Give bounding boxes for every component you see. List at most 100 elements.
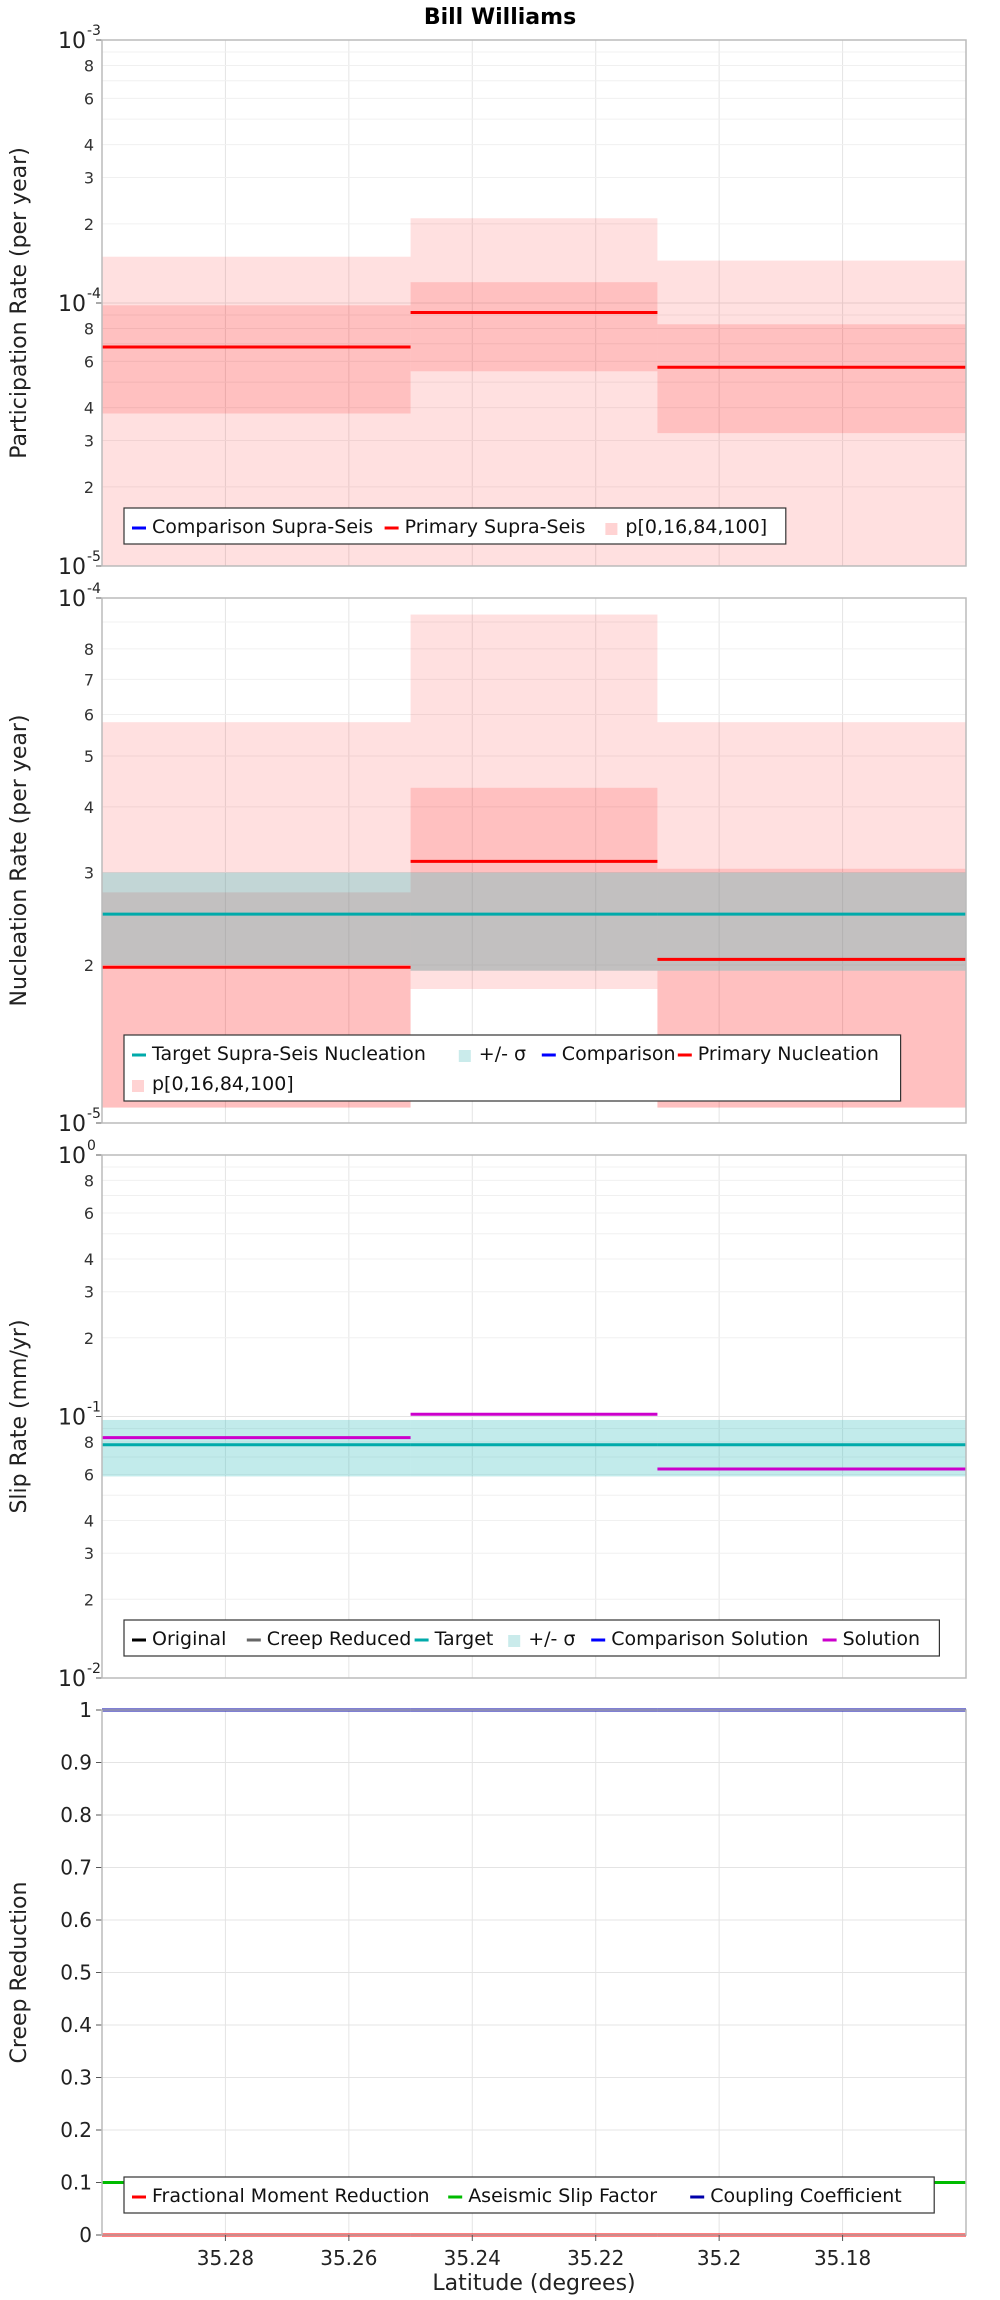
y-tick-label-decade: 10 [58, 555, 86, 580]
x-tick-label: 35.2 [697, 2246, 742, 2270]
y-tick-label-minor: 4 [84, 1250, 94, 1269]
legend-entry: +/- σ [528, 1628, 575, 1650]
band-sigma [410, 1419, 658, 1477]
y-tick-label: 1 [79, 1698, 92, 1722]
legend-box [123, 2176, 935, 2214]
y-tick-label-minor: 8 [84, 56, 94, 75]
plot-frame [101, 39, 967, 567]
legend-swatch [508, 1635, 521, 1647]
legend: Comparison Supra-Seis Primary Supra-Seis p… [123, 507, 787, 545]
band-sigma [102, 1419, 411, 1477]
legend-box [123, 1619, 941, 1657]
band-p16-p84 [410, 282, 658, 372]
y-tick-label-minor: 2 [84, 215, 94, 234]
band-p16-p84 [657, 324, 966, 434]
y-tick-label-minor: 8 [84, 1433, 94, 1452]
y-tick-label-minor: 4 [84, 136, 94, 155]
y-tick-label: 0.4 [60, 2013, 92, 2037]
y-tick-label: 0.1 [60, 2171, 92, 2195]
y-tick-label-minor: 2 [84, 956, 94, 975]
y-tick-label-minor: 3 [84, 169, 94, 188]
legend-entry: Coupling Coefficient [710, 2185, 902, 2207]
y-tick-label-decade: 10 [58, 1112, 86, 1137]
y-tick-label-exponent: -2 [87, 1661, 101, 1677]
x-tick-label: 35.22 [567, 2246, 624, 2270]
y-tick-label-minor: 2 [84, 478, 94, 497]
y-tick-label-minor: 4 [84, 399, 94, 418]
band-p0-p100 [410, 614, 658, 989]
y-tick-label-exponent: -1 [87, 1400, 101, 1416]
x-tick-label: 35.24 [444, 2246, 501, 2270]
x-tick-label: 35.26 [320, 2246, 377, 2270]
band-sigma [102, 872, 411, 965]
legend-entry: +/- σ [479, 1043, 526, 1065]
legend-entry: Target [434, 1628, 494, 1650]
legend-entry: Target Supra-Seis Nucleation [151, 1043, 426, 1065]
legend-entry: p[0,16,84,100] [625, 516, 767, 538]
y-tick-label: 0.3 [60, 2066, 92, 2090]
y-tick-label-minor: 7 [84, 670, 94, 689]
y-tick-label: 0.8 [60, 1803, 92, 1827]
y-tick-label-minor: 3 [84, 864, 94, 883]
y-tick-label-exponent: -4 [87, 286, 101, 302]
y-tick-label-minor: 6 [84, 1466, 94, 1485]
legend-entry: Comparison Supra-Seis [152, 516, 373, 538]
band-p16-p84 [102, 305, 411, 414]
legend-entry: Primary Nucleation [698, 1043, 879, 1065]
y-tick-label: 0.9 [60, 1751, 92, 1775]
legend-entry: Original [152, 1628, 226, 1650]
x-tick-label: 35.28 [197, 2246, 254, 2270]
y-tick-label: 0.5 [60, 1961, 92, 1985]
legend-entry: Primary Supra-Seis [405, 516, 586, 538]
legend: Fractional Moment Reduction Aseismic Slip… [123, 2176, 935, 2214]
y-tick-label-minor: 5 [84, 747, 94, 766]
x-axis-label: Latitude (degrees) [432, 2271, 635, 2296]
legend-entry: Comparison [562, 1043, 676, 1065]
y-axis-label: Creep Reduction [7, 1882, 32, 2064]
y-tick-label-minor: 8 [84, 319, 94, 338]
band-p16-p84 [410, 787, 658, 971]
y-axis-label: Slip Rate (mm/yr) [7, 1319, 32, 1513]
legend-entry: Aseismic Slip Factor [468, 2185, 657, 2207]
panel-4: 0 0.1 0.2 0.3 0.4 0.5 0.6 0.7 0.8 0.9 1 Creep Reduc… [7, 1698, 967, 2270]
legend-box [123, 507, 787, 545]
y-tick-label-decade: 10 [58, 1667, 86, 1692]
y-tick-label-minor: 3 [84, 432, 94, 451]
y-tick-label-exponent: 0 [87, 1138, 96, 1154]
y-tick-label-exponent: -3 [87, 23, 101, 39]
y-tick-label-decade: 10 [58, 29, 86, 54]
y-tick-label: 0.6 [60, 1908, 92, 1932]
legend-box [123, 1034, 902, 1102]
y-tick-label-minor: 3 [84, 1544, 94, 1563]
y-tick-label-minor: 4 [84, 1512, 94, 1531]
legend-entry: Solution [843, 1628, 920, 1650]
y-tick-label-decade: 10 [58, 1406, 86, 1431]
y-tick-label-minor: 8 [84, 1171, 94, 1190]
y-tick-label-decade: 10 [58, 1144, 86, 1169]
y-axis-label: Nucleation Rate (per year) [7, 715, 32, 1007]
y-tick-label-minor: 2 [84, 1329, 94, 1348]
chart-title: Bill Williams [424, 5, 576, 30]
plot-frame [101, 1709, 967, 2236]
legend-swatch [132, 1080, 144, 1092]
legend: Target Supra-Seis Nucleation +/- σ Compari… [123, 1034, 902, 1102]
y-tick-label-minor: 2 [84, 1590, 94, 1609]
band-sigma [657, 872, 966, 971]
y-tick-label-minor: 6 [84, 1204, 94, 1223]
y-tick-label-exponent: -5 [87, 549, 101, 565]
legend-swatch [458, 1050, 471, 1062]
band-sigma [410, 872, 658, 971]
y-tick-label-minor: 3 [84, 1283, 94, 1302]
y-tick-label-decade: 10 [58, 587, 86, 612]
y-tick-label-minor: 4 [84, 798, 94, 817]
legend-entry: Fractional Moment Reduction [152, 2185, 430, 2207]
plot-frame [101, 597, 967, 1124]
legend-swatch [605, 523, 618, 535]
band-sigma [657, 1419, 966, 1477]
legend-entry: Comparison Solution [611, 1628, 808, 1650]
y-tick-label-minor: 8 [84, 640, 94, 659]
legend-entry: Creep Reduced [267, 1628, 411, 1650]
